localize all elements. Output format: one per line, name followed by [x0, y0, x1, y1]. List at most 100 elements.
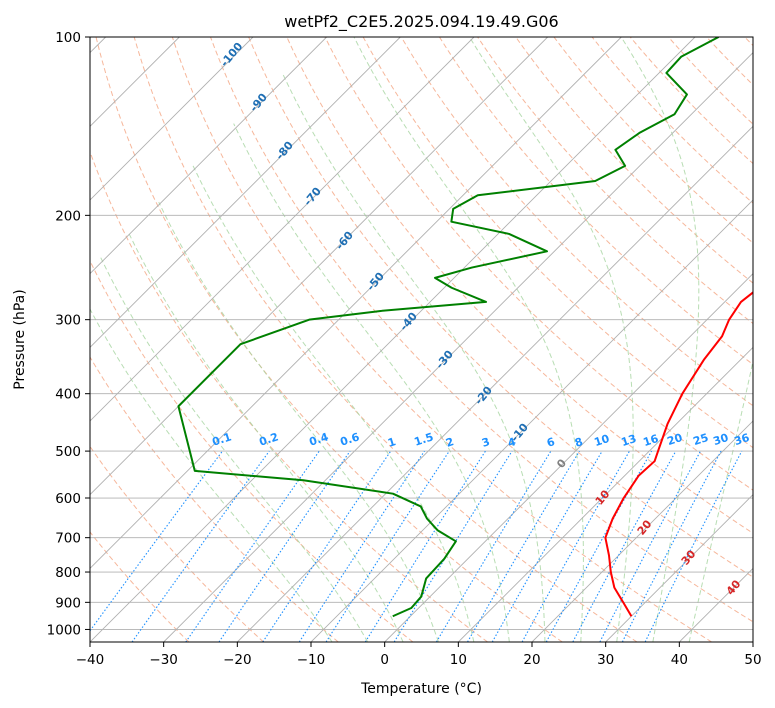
mixing-ratio-line [262, 450, 392, 642]
mixing-ratio-label: 0.1 [211, 430, 234, 448]
mixing-ratio-label: 0.2 [258, 430, 281, 448]
y-tick-label: 400 [55, 387, 81, 403]
dry-adiabat-line [90, 445, 264, 642]
mixing-ratio-label: 20 [666, 431, 685, 448]
isotherm-line [90, 37, 327, 275]
dry-adiabat-line [90, 531, 190, 642]
mixing-ratio-label: 10 [593, 432, 612, 449]
y-tick-label: 200 [55, 208, 81, 224]
y-tick-label: 500 [55, 444, 81, 460]
isotherm-line [384, 273, 753, 642]
mixing-ratio-line [90, 450, 223, 632]
mixing-ratio-label: 3 [480, 435, 491, 450]
dry-adiabat-line [210, 37, 753, 623]
x-tick-label: 40 [671, 652, 688, 668]
isotherm-line [310, 199, 753, 642]
dry-adiabat-line [248, 37, 753, 578]
series-line-1 [177, 37, 720, 618]
isotherm-line [163, 52, 753, 642]
moist-adiabat-line [281, 72, 546, 642]
x-tick-label: −20 [223, 652, 252, 668]
y-tick-label: 800 [55, 565, 81, 581]
moist-adiabat-line [620, 37, 700, 642]
moist-adiabat-line [688, 358, 753, 642]
mixing-ratio-label: 2 [444, 435, 455, 450]
mixing-ratio-label: 1.5 [413, 430, 436, 448]
dry-adiabat-line [171, 37, 712, 642]
mixing-ratio-line [621, 450, 722, 642]
mixing-ratio-line [599, 450, 702, 642]
y-tick-label: 300 [55, 313, 81, 329]
background-lines [90, 37, 753, 642]
dry-adiabat-line [90, 356, 339, 642]
x-tick-label: 30 [597, 652, 614, 668]
mixing-ratio-label: 0.6 [339, 430, 362, 448]
x-tick-label: 10 [450, 652, 467, 668]
series-line-0 [604, 291, 753, 617]
mixing-ratio-line [364, 450, 486, 642]
mixing-ratio-label: 13 [620, 432, 639, 449]
mixing-ratio-line [218, 450, 351, 642]
mixing-ratio-label: 4 [506, 435, 518, 450]
y-tick-label: 900 [55, 595, 81, 611]
axis-ticks: −40 −30 −20 −10 0 10 20 30 40 5010020030040050060… [47, 30, 762, 668]
mixing-ratio-line [435, 450, 552, 642]
y-axis-title: Pressure (hPa) [12, 289, 28, 389]
isotherm-line [605, 494, 753, 642]
mixing-ratio-line [644, 450, 743, 642]
dry-adiabat-line [95, 37, 563, 642]
isotherm-line [90, 37, 254, 201]
isotherm-line [752, 641, 753, 642]
x-tick-label: 50 [744, 652, 761, 668]
dry-adiabat-line [90, 150, 488, 642]
moist-adiabat-line [233, 123, 510, 642]
mixing-ratio-label: 1 [386, 435, 397, 450]
isotherm-line [90, 37, 622, 569]
moist-adiabat-line [128, 233, 404, 642]
y-tick-label: 100 [55, 30, 81, 46]
moist-adiabat-line [192, 165, 475, 642]
y-tick-label: 600 [55, 491, 81, 507]
mixing-ratio-label: 8 [573, 435, 584, 450]
moist-adiabat-line [90, 308, 333, 642]
dry-adiabat-line [400, 37, 753, 407]
mixing-ratio-label: 25 [692, 431, 711, 448]
mixing-ratio-label: 30 [712, 431, 731, 448]
dry-adiabat-line [324, 37, 753, 491]
dry-adiabat-line [133, 37, 638, 642]
x-tick-label: 0 [380, 652, 389, 668]
mixing-ratio-line [521, 450, 630, 642]
isotherm-line [90, 37, 475, 422]
plot-background [90, 37, 753, 642]
moist-adiabat-line [353, 37, 584, 642]
mixing-ratio-line [131, 450, 270, 642]
isotherm-line [458, 346, 753, 642]
x-tick-label: 20 [523, 652, 540, 668]
isotherm-line [90, 37, 696, 642]
y-tick-label: 700 [55, 531, 81, 547]
y-tick-label: 1000 [47, 622, 81, 638]
chart-title: wetPf2_C2E5.2025.094.19.49.G06 [284, 12, 558, 32]
mixing-ratio-label: 6 [545, 435, 557, 450]
x-tick-label: −10 [297, 652, 326, 668]
moist-adiabat-line [158, 201, 439, 642]
x-tick-label: −40 [76, 652, 105, 668]
isotherm-line [90, 37, 548, 496]
mixing-ratio-label: 36 [733, 431, 752, 448]
isotherm-line [237, 125, 753, 642]
dry-adiabat-line [515, 37, 753, 284]
isotherm-line [531, 420, 753, 642]
dry-adiabat-line [439, 37, 753, 366]
mixing-ratio-label: 16 [642, 432, 661, 449]
profile-series [177, 37, 753, 618]
plot-frame [89, 36, 754, 643]
mixing-ratio-line [185, 450, 320, 642]
x-axis-title: Temperature (°C) [360, 681, 482, 697]
mixing-ratio-line [393, 450, 513, 642]
mixing-ratio-line [325, 450, 450, 642]
x-tick-label: −30 [149, 652, 178, 668]
isotherm-line [90, 37, 401, 348]
mixing-ratio-line [572, 450, 677, 642]
mixing-ratio-label: 0.4 [308, 430, 331, 448]
